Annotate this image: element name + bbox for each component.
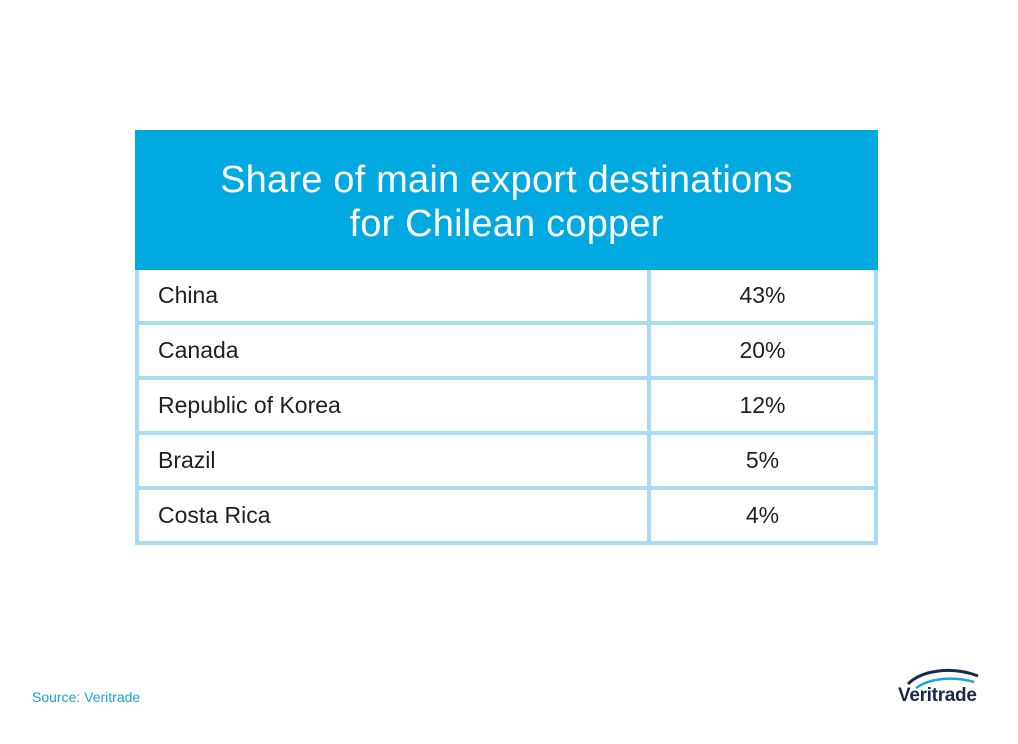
table-row: Costa Rica 4% xyxy=(135,490,878,545)
veritrade-logo: Veritrade xyxy=(898,668,988,712)
table-row: Canada 20% xyxy=(135,325,878,380)
country-cell: China xyxy=(139,270,651,321)
country-cell: Canada xyxy=(139,325,651,376)
share-cell: 43% xyxy=(739,282,786,308)
table-row: Republic of Korea 12% xyxy=(135,380,878,435)
table-row: Brazil 5% xyxy=(135,435,878,490)
country-cell: Costa Rica xyxy=(139,490,651,541)
share-cell: 20% xyxy=(739,337,786,363)
chart-title-line-1: Share of main export destinations xyxy=(220,159,793,201)
country-cell: Republic of Korea xyxy=(139,380,651,431)
chart-title-line-2: for Chilean copper xyxy=(349,203,664,245)
share-cell: 5% xyxy=(745,447,780,473)
share-cell: 4% xyxy=(745,502,780,528)
source-note: Source: Veritrade xyxy=(32,689,141,705)
country-cell: Brazil xyxy=(139,435,651,486)
table-header: Share of main export destinations for Ch… xyxy=(135,130,878,270)
export-destinations-table: Share of main export destinations for Ch… xyxy=(135,130,878,545)
logo-swoosh-icon xyxy=(906,669,979,690)
table-row: China 43% xyxy=(135,270,878,325)
logo-wordmark: Veritrade xyxy=(898,685,977,706)
table-body: China 43% Canada 20% Republic of Korea 12% Bra… xyxy=(135,270,878,545)
share-cell: 12% xyxy=(739,392,786,418)
